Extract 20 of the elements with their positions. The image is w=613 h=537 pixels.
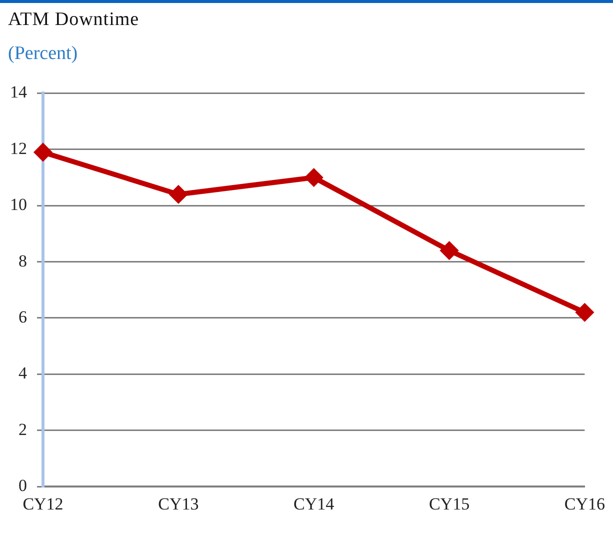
point	[34, 144, 52, 161]
y-tick-label: 2	[18, 420, 27, 439]
point	[576, 304, 594, 321]
y-tick-label: 10	[10, 195, 27, 214]
point	[170, 186, 187, 203]
x-tick-label: CY13	[158, 494, 199, 514]
y-tick-label: 0	[18, 476, 27, 496]
x-tick-label: CY15	[428, 494, 470, 514]
y-tick-label: 14	[10, 82, 28, 102]
x-tick-label: CY16	[564, 494, 606, 514]
x-tick-label: CY14	[294, 494, 335, 514]
chart-title: ATM Downtime	[8, 9, 140, 31]
y-tick-label: 8	[18, 251, 27, 270]
x-tick-label: CY12	[22, 494, 64, 514]
y-tick-label: 6	[18, 307, 27, 326]
chart-subtitle: (Percent)	[8, 43, 79, 65]
point	[305, 169, 322, 186]
point	[440, 242, 458, 260]
y-tick-label: 4	[18, 364, 28, 383]
y-tick-label: 12	[10, 138, 27, 158]
